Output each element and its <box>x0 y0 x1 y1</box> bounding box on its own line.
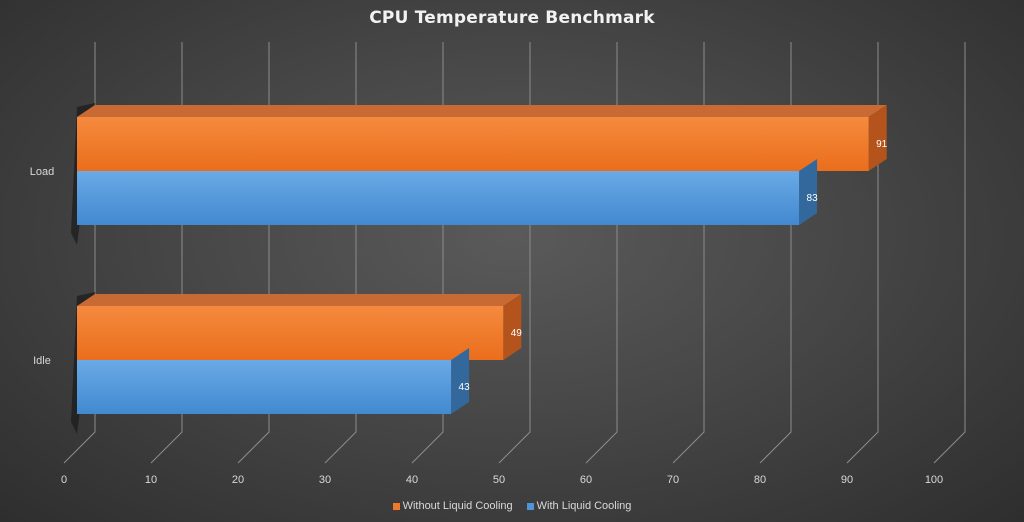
bar <box>77 306 504 360</box>
gridline <box>846 42 879 464</box>
data-label: 43 <box>459 382 471 393</box>
bar-top-face <box>77 105 887 117</box>
bar-side-face <box>451 348 470 414</box>
legend-item-with-liquid-cooling: With Liquid Cooling <box>526 500 632 512</box>
x-tick-label: 60 <box>580 474 592 486</box>
data-label: 83 <box>807 193 819 204</box>
x-tick-label: 0 <box>61 474 67 486</box>
category-label: Idle <box>33 355 51 367</box>
bar-side-face <box>799 159 818 225</box>
x-tick-label: 20 <box>232 474 244 486</box>
category-label: Load <box>30 166 54 178</box>
bar <box>77 171 800 225</box>
legend-swatch-with-liquid-cooling <box>526 502 534 510</box>
x-tick-label: 50 <box>493 474 505 486</box>
labels: 0 10 20 30 40 50 60 70 80 90 100 91 83 Load 49 43 Idle <box>30 139 943 486</box>
legend: Without Liquid Cooling With Liquid Cooli… <box>0 500 1024 512</box>
bars <box>77 105 887 414</box>
bar-top-face <box>77 294 522 306</box>
x-tick-label: 100 <box>925 474 943 486</box>
x-tick-label: 40 <box>406 474 418 486</box>
legend-label-with-liquid-cooling: With Liquid Cooling <box>536 500 632 512</box>
gridline <box>933 42 966 464</box>
legend-item-without-liquid-cooling: Without Liquid Cooling <box>392 500 513 512</box>
x-tick-label: 80 <box>754 474 766 486</box>
x-tick-label: 70 <box>667 474 679 486</box>
x-tick-label: 10 <box>145 474 157 486</box>
x-tick-label: 30 <box>319 474 331 486</box>
data-label: 91 <box>876 139 888 150</box>
legend-label-without-liquid-cooling: Without Liquid Cooling <box>402 500 513 512</box>
bar <box>77 117 869 171</box>
legend-swatch-without-liquid-cooling <box>392 502 400 510</box>
x-tick-label: 90 <box>841 474 853 486</box>
chart-title: CPU Temperature Benchmark <box>369 8 655 28</box>
bar-side-face <box>503 294 522 360</box>
bar-side-face <box>868 105 887 171</box>
data-label: 49 <box>511 328 523 339</box>
bar <box>77 360 452 414</box>
